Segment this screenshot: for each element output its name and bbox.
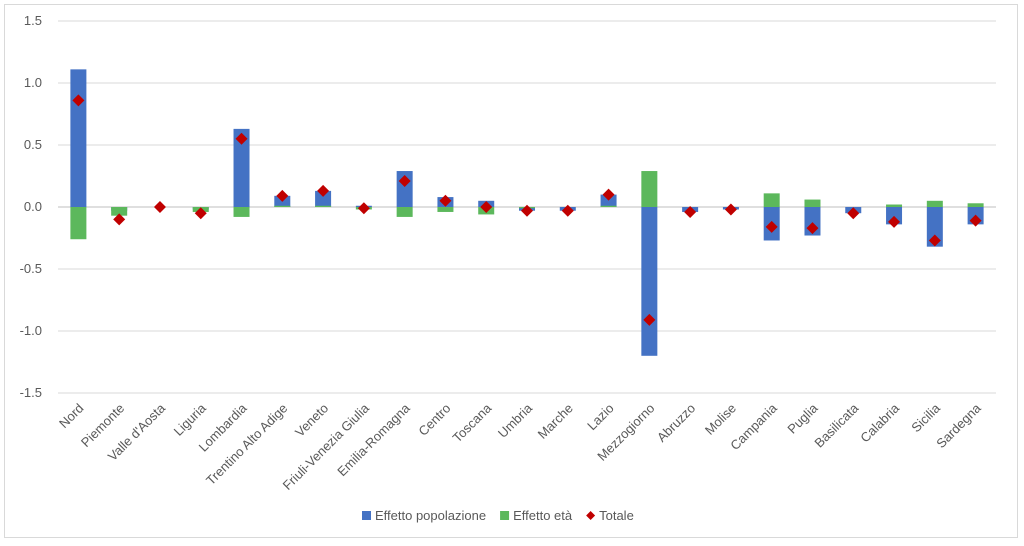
category-label: Marche bbox=[535, 401, 576, 442]
category-label: Molise bbox=[702, 401, 739, 438]
marker-totale bbox=[398, 174, 411, 187]
y-tick-label: 1.5 bbox=[24, 13, 42, 28]
bar-effetto-eta bbox=[437, 207, 454, 212]
y-tick-label: 1.0 bbox=[24, 75, 42, 90]
marker-totale bbox=[235, 132, 248, 145]
bar-effetto-eta bbox=[967, 203, 984, 207]
bar-effetto-eta bbox=[804, 199, 821, 207]
marker-totale bbox=[276, 189, 289, 202]
bar-effetto-eta bbox=[641, 171, 658, 207]
bar-effetto-eta bbox=[763, 193, 780, 207]
bar-effetto-popolazione bbox=[926, 207, 943, 247]
bar-effetto-popolazione bbox=[233, 128, 250, 207]
marker-totale bbox=[113, 213, 126, 226]
bar-effetto-eta bbox=[111, 207, 128, 216]
bar-effetto-popolazione bbox=[315, 190, 332, 207]
marker-totale bbox=[194, 207, 207, 220]
bar-effetto-eta bbox=[315, 205, 332, 207]
category-label: Centro bbox=[415, 401, 453, 439]
category-label: Puglia bbox=[784, 400, 821, 437]
marker-totale bbox=[847, 207, 860, 220]
category-label: Veneto bbox=[292, 401, 331, 440]
category-label: Sardegna bbox=[933, 400, 984, 451]
marker-totale bbox=[888, 215, 901, 228]
marker-totale bbox=[72, 94, 85, 107]
y-tick-label: -0.5 bbox=[20, 261, 42, 276]
y-tick-label: 0.0 bbox=[24, 199, 42, 214]
category-label: Abruzzo bbox=[654, 401, 698, 445]
marker-totale bbox=[928, 234, 941, 247]
legend-swatch-eta bbox=[500, 511, 510, 520]
category-label: Calabria bbox=[857, 400, 902, 445]
category-label: Lazio bbox=[584, 401, 617, 434]
marker-totale bbox=[684, 205, 697, 218]
marker-totale bbox=[602, 188, 615, 201]
marker-totale bbox=[724, 203, 737, 216]
marker-totale bbox=[153, 201, 166, 213]
category-label: Emilia-Romagna bbox=[334, 400, 413, 479]
legend-swatch-totale bbox=[586, 511, 596, 520]
marker-totale bbox=[643, 313, 656, 326]
legend-label: Totale bbox=[599, 508, 634, 523]
marker-totale bbox=[480, 201, 493, 213]
category-label: Nord bbox=[56, 401, 87, 432]
bar-effetto-eta bbox=[70, 207, 87, 240]
bar-effetto-eta bbox=[274, 205, 291, 207]
marker-totale bbox=[317, 184, 330, 197]
category-label: Basilicata bbox=[811, 400, 861, 450]
marker-totale bbox=[969, 214, 982, 227]
legend-swatch-popolazione bbox=[362, 511, 371, 520]
y-tick-label: -1.5 bbox=[20, 385, 42, 400]
bar-effetto-eta bbox=[233, 207, 250, 217]
bar-effetto-eta bbox=[600, 205, 617, 207]
bar-effetto-popolazione bbox=[70, 69, 87, 207]
bar-effetto-eta bbox=[926, 200, 943, 207]
y-tick-label: -1.0 bbox=[20, 323, 42, 338]
legend-label: Effetto popolazione bbox=[375, 508, 486, 523]
marker-totale bbox=[439, 194, 452, 207]
bar-effetto-popolazione bbox=[641, 207, 658, 356]
y-axis-ticks: 1.5 1.0 0.5 0.0 -0.5 -1.0 -1.5 bbox=[20, 13, 42, 400]
legend-label: Effetto età bbox=[513, 508, 573, 523]
legend: Effetto popolazione Effetto età Totale bbox=[362, 508, 634, 523]
bar-effetto-eta bbox=[886, 204, 903, 207]
total-markers bbox=[72, 94, 982, 326]
bar-effetto-eta bbox=[396, 207, 413, 217]
bar-effetto-popolazione bbox=[600, 194, 617, 207]
marker-totale bbox=[765, 220, 778, 233]
y-tick-label: 0.5 bbox=[24, 137, 42, 152]
marker-totale bbox=[357, 202, 370, 215]
marker-totale bbox=[521, 204, 533, 217]
category-label: Liguria bbox=[171, 400, 210, 439]
marker-totale bbox=[806, 222, 819, 235]
gridlines bbox=[58, 20, 996, 394]
category-label: Toscana bbox=[449, 400, 494, 445]
marker-totale bbox=[561, 204, 574, 217]
category-label: Sicilia bbox=[908, 400, 943, 435]
chart-frame bbox=[4, 4, 1018, 538]
category-label: Umbria bbox=[495, 400, 536, 441]
